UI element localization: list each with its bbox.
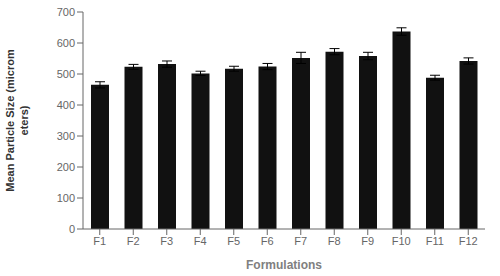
svg-text:200: 200 (57, 161, 75, 173)
svg-text:F5: F5 (227, 235, 240, 247)
svg-text:F8: F8 (328, 235, 341, 247)
svg-text:F9: F9 (361, 235, 374, 247)
svg-text:F4: F4 (194, 235, 207, 247)
svg-text:0: 0 (69, 223, 75, 235)
svg-text:100: 100 (57, 192, 75, 204)
svg-text:400: 400 (57, 99, 75, 111)
svg-text:F1: F1 (93, 235, 106, 247)
svg-text:Mean Particle Size (micrometer: Mean Particle Size (micrometers) (8, 49, 30, 192)
svg-text:600: 600 (57, 37, 75, 49)
svg-text:500: 500 (57, 68, 75, 80)
svg-text:F12: F12 (459, 235, 478, 247)
svg-text:Formulations: Formulations (246, 258, 322, 272)
svg-text:F11: F11 (426, 235, 444, 247)
svg-text:F3: F3 (160, 235, 173, 247)
svg-text:F10: F10 (392, 235, 411, 247)
svg-text:300: 300 (57, 130, 75, 142)
svg-text:F2: F2 (127, 235, 140, 247)
svg-text:700: 700 (57, 6, 75, 18)
svg-text:F6: F6 (261, 235, 274, 247)
svg-text:F7: F7 (294, 235, 307, 247)
